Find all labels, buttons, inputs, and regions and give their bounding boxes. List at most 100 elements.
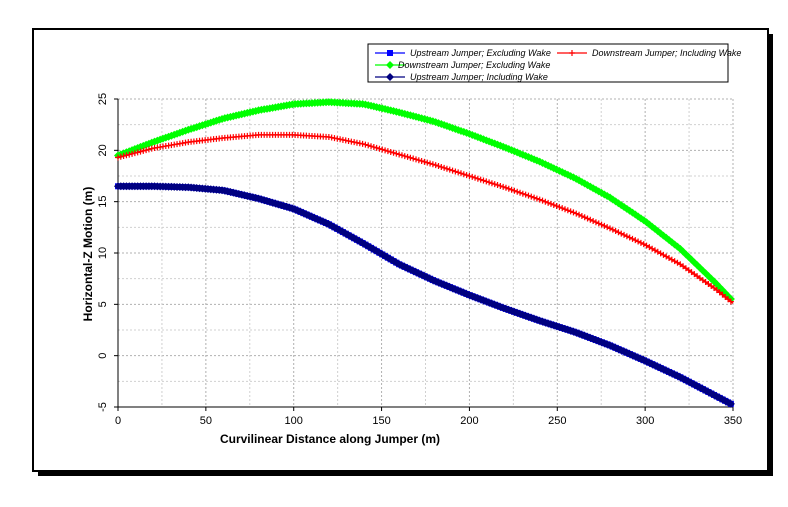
- data-point: [379, 146, 386, 153]
- data-point: [609, 226, 616, 233]
- legend-marker: [387, 50, 393, 56]
- legend-marker: [569, 50, 575, 56]
- data-point: [415, 157, 422, 164]
- data-point: [637, 239, 644, 246]
- y-tick-label: 5: [97, 301, 109, 307]
- data-point: [517, 189, 524, 196]
- data-point: [382, 147, 389, 154]
- data-point: [618, 230, 625, 237]
- series-2: [114, 98, 735, 304]
- data-point: [562, 206, 569, 213]
- data-point: [421, 158, 428, 165]
- data-point: [486, 179, 493, 186]
- data-point: [474, 175, 481, 182]
- x-tick-label: 0: [115, 415, 121, 427]
- data-point: [632, 237, 639, 244]
- data-point: [446, 166, 453, 173]
- data-point: [550, 201, 557, 208]
- data-point: [528, 193, 535, 200]
- data-point: [466, 173, 473, 179]
- data-point: [587, 216, 594, 223]
- data-point: [480, 177, 487, 184]
- legend-label: Downstream Jumper; Excluding Wake: [398, 60, 550, 70]
- data-point: [522, 191, 529, 198]
- legend-label: Downstream Jumper; Including Wake: [592, 48, 741, 58]
- x-tick-label: 250: [548, 415, 566, 427]
- data-point: [441, 164, 448, 171]
- y-tick-label: 25: [97, 93, 109, 105]
- y-tick-label: -5: [97, 402, 109, 412]
- data-point: [407, 154, 414, 161]
- legend-label: Upstream Jumper; Including Wake: [410, 72, 548, 82]
- y-tick-label: 10: [97, 247, 109, 259]
- data-point: [570, 209, 577, 216]
- data-point: [370, 144, 377, 151]
- data-point: [542, 198, 549, 205]
- data-point: [547, 200, 554, 207]
- data-point: [494, 182, 501, 189]
- data-point: [378, 250, 387, 259]
- data-point: [491, 181, 498, 188]
- legend-item: Upstream Jumper; Including Wake: [375, 72, 548, 82]
- axes: 0 50 100 150 200 250 300 350 -5 0 5 10 15 20 25: [97, 93, 742, 427]
- data-point: [362, 141, 369, 148]
- legend: Upstream Jumper; Excluding Wake Downstrea…: [367, 43, 741, 83]
- data-point: [435, 163, 442, 170]
- data-point: [145, 146, 152, 153]
- data-point: [500, 183, 507, 190]
- x-tick-label: 350: [724, 415, 742, 427]
- data-point: [584, 215, 591, 222]
- data-point: [595, 220, 602, 227]
- data-point: [384, 148, 391, 155]
- data-point: [567, 208, 574, 215]
- x-tick-label: 100: [285, 415, 303, 427]
- data-point: [469, 173, 476, 180]
- legend-label: Upstream Jumper; Excluding Wake: [410, 48, 551, 58]
- data-point: [598, 221, 605, 228]
- data-point: [368, 143, 375, 150]
- x-tick-label: 50: [200, 415, 212, 427]
- data-point: [463, 172, 470, 179]
- data-point: [533, 195, 540, 202]
- data-point: [681, 250, 690, 259]
- data-point: [576, 211, 583, 218]
- data-point: [427, 160, 434, 167]
- data-point: [413, 156, 420, 163]
- data-point: [373, 144, 380, 151]
- data-point: [398, 152, 405, 159]
- data-point: [404, 153, 411, 160]
- data-point: [615, 229, 622, 236]
- data-point: [573, 210, 580, 217]
- data-point: [502, 184, 509, 191]
- x-tick-label: 300: [636, 415, 654, 427]
- data-point: [590, 217, 597, 224]
- data-point: [623, 233, 630, 240]
- data-point: [449, 167, 456, 174]
- data-point: [477, 176, 484, 183]
- data-point: [497, 182, 504, 189]
- data-point: [488, 180, 495, 187]
- data-point: [536, 196, 543, 203]
- legend-marker: [386, 73, 394, 81]
- data-point: [115, 154, 121, 161]
- data-point: [393, 150, 400, 157]
- legend-marker: [386, 61, 394, 69]
- data-point: [629, 235, 636, 242]
- gridlines: [118, 98, 734, 407]
- data-point: [727, 298, 734, 305]
- data-point: [140, 147, 147, 154]
- y-tick-label: 20: [97, 144, 109, 156]
- data-point: [564, 207, 571, 214]
- data-point: [545, 199, 552, 206]
- data-point: [143, 147, 150, 154]
- y-axis-label: Horizontal-Z Motion (m): [81, 187, 95, 322]
- series-1: [115, 131, 734, 305]
- data-point: [117, 153, 124, 160]
- data-point: [126, 151, 133, 158]
- data-point: [472, 174, 479, 181]
- data-point: [539, 197, 546, 204]
- data-point: [621, 231, 628, 238]
- data-point: [531, 194, 538, 201]
